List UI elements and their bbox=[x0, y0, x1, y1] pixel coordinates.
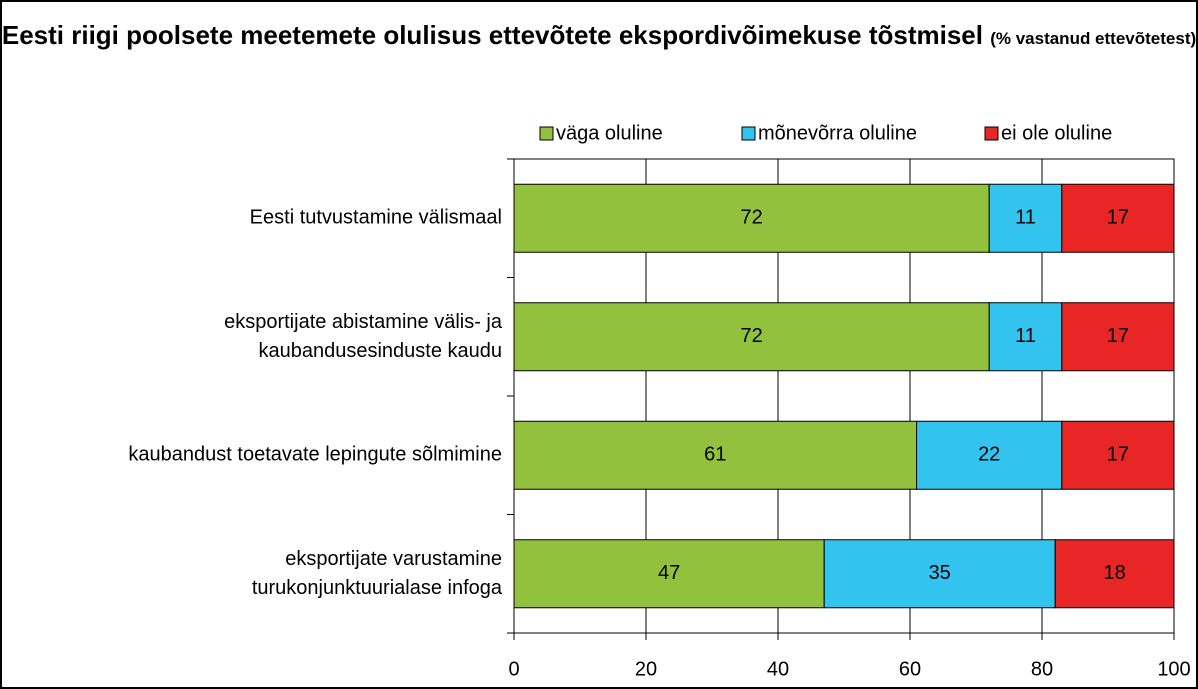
legend-swatch bbox=[741, 126, 756, 141]
y-tick-label: eksportijate abistamine välis- ja kauban… bbox=[224, 310, 502, 362]
data-label: 11 bbox=[1015, 207, 1036, 229]
legend-label: ei ole oluline bbox=[1001, 122, 1112, 144]
bar-segment bbox=[1061, 183, 1175, 253]
x-tick-label: 20 bbox=[635, 658, 657, 680]
chart-title-block: Eesti riigi poolsete meetemete olulisus … bbox=[0, 16, 1198, 58]
bar-segment bbox=[916, 420, 1063, 490]
data-label: 61 bbox=[704, 444, 726, 466]
data-label: 72 bbox=[740, 325, 762, 347]
bar-segment bbox=[513, 183, 990, 253]
data-label: 35 bbox=[929, 562, 951, 584]
data-label: 17 bbox=[1107, 325, 1129, 347]
legend-label: mõnevõrra oluline bbox=[758, 122, 917, 144]
bar-segment bbox=[823, 539, 1056, 609]
bar-segment bbox=[988, 183, 1063, 253]
bar-segment bbox=[1061, 420, 1175, 490]
y-tick-label: Eesti tutvustamine välismaal bbox=[249, 206, 502, 229]
legend-swatch bbox=[539, 126, 554, 141]
chart-title: Eesti riigi poolsete meetemete olulisus … bbox=[1, 20, 983, 50]
data-label: 17 bbox=[1107, 207, 1129, 229]
x-tick-label: 60 bbox=[899, 658, 921, 680]
bar-segment bbox=[1054, 539, 1175, 609]
y-tick-label: eksportijate varustamine turukonjunktuur… bbox=[251, 547, 502, 599]
bar-segment bbox=[513, 539, 825, 609]
bar-segment bbox=[1061, 302, 1175, 372]
bar-segment bbox=[513, 302, 990, 372]
x-tick-label: 80 bbox=[1031, 658, 1053, 680]
legend-swatch bbox=[984, 126, 999, 141]
x-tick-label: 40 bbox=[767, 658, 789, 680]
data-label: 22 bbox=[978, 444, 1000, 466]
x-tick-label: 0 bbox=[508, 658, 519, 680]
bar-segment bbox=[988, 302, 1063, 372]
data-label: 18 bbox=[1103, 562, 1125, 584]
x-tick-label: 100 bbox=[1157, 658, 1190, 680]
chart-subtitle: (% vastanud ettevõtetest) bbox=[990, 29, 1197, 48]
data-label: 17 bbox=[1107, 444, 1129, 466]
data-label: 47 bbox=[658, 562, 680, 584]
data-label: 11 bbox=[1015, 325, 1036, 347]
bar-segment bbox=[513, 420, 918, 490]
data-label: 72 bbox=[740, 207, 762, 229]
y-tick-label: kaubandust toetavate lepingute sõlmimine bbox=[128, 443, 502, 466]
legend-label: väga oluline bbox=[556, 122, 663, 144]
